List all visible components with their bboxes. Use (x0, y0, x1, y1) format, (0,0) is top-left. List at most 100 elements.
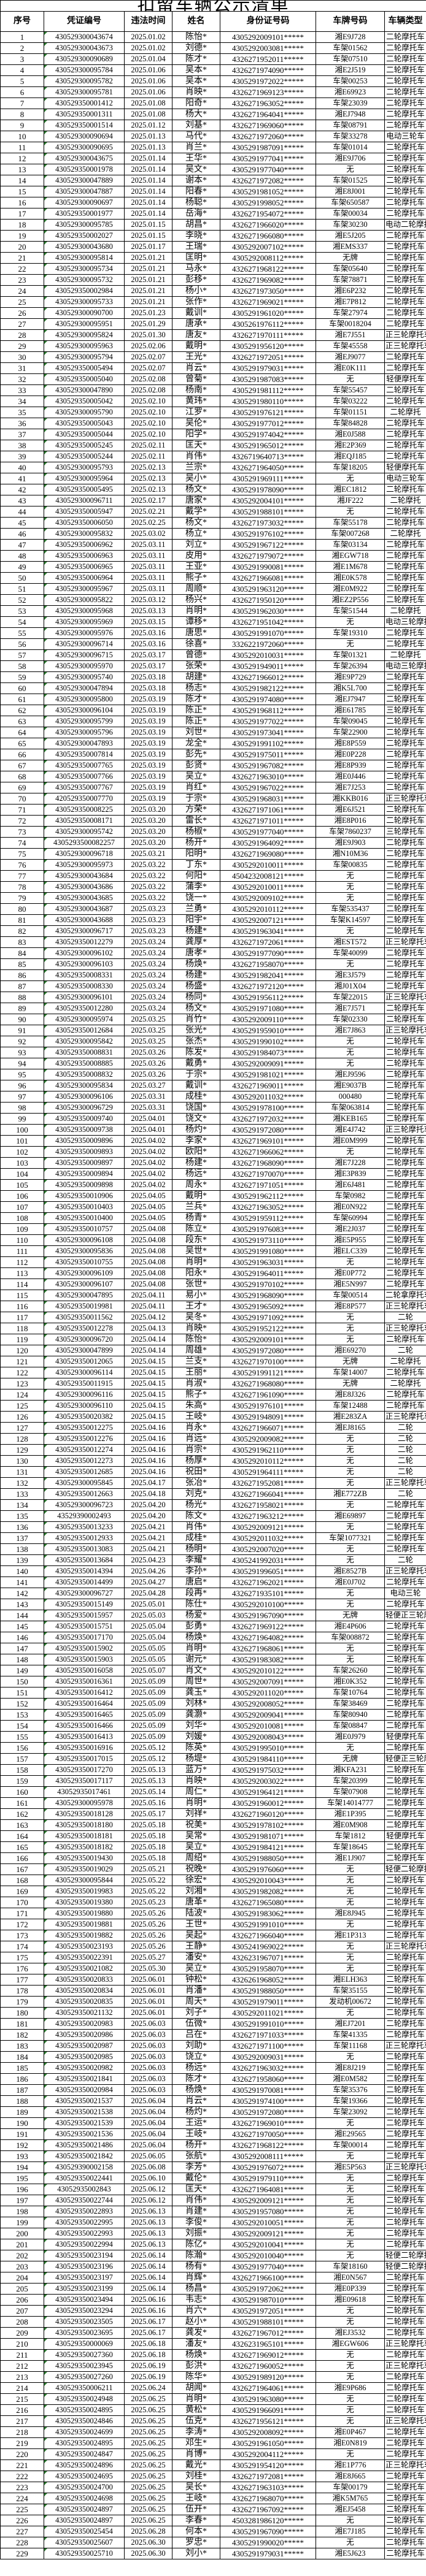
type-cell: 二轮摩托车 (384, 2327, 426, 2339)
id-cell: 4305291974080***** (220, 694, 316, 705)
voucher-cell: 430529300043674 (44, 31, 125, 43)
date-cell: 2025.01.17 (124, 241, 172, 253)
serial-cell: 120 (0, 1345, 44, 1356)
date-cell: 2025.05.03 (124, 1610, 172, 1621)
name-cell: 阳永* (172, 1267, 220, 1279)
name-cell: 周永* (172, 1179, 220, 1191)
type-cell: 二轮摩托车 (384, 2128, 426, 2140)
date-cell: 2025.03.20 (124, 804, 172, 816)
table-row: 139 430529350013684 2025.04.23 李耀* 430524199… (0, 1554, 426, 1566)
serial-cell: 181 (0, 2018, 44, 2030)
id-cell: 4305291952122***** (220, 1323, 316, 1334)
plate-cell: 湘E0J702 (316, 1577, 385, 1588)
serial-cell: 101 (0, 1135, 44, 1147)
serial-cell: 107 (0, 1201, 44, 1213)
name-cell: 肖兰* (172, 142, 220, 153)
table-row: 39 430529350005244 2025.02.11 肖伟* 4326719640… (0, 451, 426, 462)
name-cell: 陆波* (172, 1908, 220, 1919)
name-cell: 杨青* (172, 1212, 220, 1224)
plate-cell: 车架18160 (316, 2261, 385, 2272)
serial-cell: 66 (0, 749, 44, 760)
id-cell: 4326271960052***** (220, 2360, 316, 2372)
serial-cell: 204 (0, 2272, 44, 2284)
plate-cell: 无 (316, 1146, 385, 1158)
id-cell: 4305291978102***** (220, 1819, 316, 1831)
plate-cell: 湘E69897 (316, 1510, 385, 1522)
voucher-cell: 430529300043686 (44, 881, 125, 893)
name-cell: 于宗* (172, 793, 220, 805)
type-cell: 二轮摩托车 (384, 760, 426, 771)
id-cell: 4305292010112***** (220, 1455, 316, 1467)
date-cell: 2025.06.14 (124, 2261, 172, 2272)
id-cell: 4305291998052***** (220, 197, 316, 208)
plate-cell: 车架51544 (316, 605, 385, 617)
voucher-cell: 430529300095733 (44, 296, 125, 308)
plate-cell: 无 (316, 1323, 385, 1334)
serial-cell: 21 (0, 252, 44, 264)
table-row: 114 430529300096107 2025.04.08 张世* 430529197… (0, 1278, 426, 1290)
type-cell: 二轮摩托车 (384, 1687, 426, 1699)
voucher-cell: 430529300096107 (44, 1278, 125, 1290)
date-cell: 2025.04.16 (124, 1444, 172, 1456)
type-cell: 电动三轮摩托车 (384, 616, 426, 628)
plate-cell: 车架26394 (316, 660, 385, 672)
name-cell: 吕在* (172, 2029, 220, 2041)
voucher-cell: 430529300095785 (44, 219, 125, 231)
name-cell: 陈仕* (172, 1599, 220, 1610)
table-row: 56 430529300096714 2025.03.16 徐喜* 3326221972… (0, 638, 426, 650)
plate-cell: 无牌 (316, 1356, 385, 1367)
serial-cell: 203 (0, 2261, 44, 2272)
date-cell: 2025.03.19 (124, 782, 172, 793)
plate-cell: 车架07908 (316, 1786, 385, 1798)
plate-cell: 湘E9P686 (316, 2382, 385, 2394)
table-row: 189 430529350021538 2025.06.04 杨灼* 430529197… (0, 2106, 426, 2118)
serial-cell: 79 (0, 892, 44, 904)
id-cell: 4305291968112***** (220, 705, 316, 716)
name-cell: 杨焕* (172, 2349, 220, 2361)
name-cell: 刘德* (172, 42, 220, 54)
name-cell: 唐孝* (172, 947, 220, 959)
serial-cell: 205 (0, 2283, 44, 2295)
serial-cell: 197 (0, 2195, 44, 2206)
date-cell: 2025.02.08 (124, 384, 172, 396)
voucher-cell: 430529350009893 (44, 1146, 125, 1158)
plate-cell: 无 (316, 1897, 385, 1908)
voucher-cell: 430529350012685 (44, 1466, 125, 1478)
date-cell: 2025.04.08 (124, 1267, 172, 1279)
name-cell: 肖宗* (172, 1444, 220, 1456)
id-cell: 4326719640713***** (220, 451, 316, 462)
voucher-cell: 430529350007767 (44, 782, 125, 793)
type-cell: 二轮摩托车 (384, 815, 426, 827)
plate-cell: 车架00014 (316, 2139, 385, 2151)
serial-cell: 6 (0, 86, 44, 98)
serial-cell: 97 (0, 1091, 44, 1103)
name-cell: 吴本* (172, 75, 220, 87)
id-cell: 4305241992031***** (220, 1554, 316, 1566)
serial-cell: 3 (0, 53, 44, 65)
plate-cell: 无 (316, 870, 385, 882)
name-cell: 肖永* (172, 1422, 220, 1434)
voucher-cell: 430529300043684 (44, 870, 125, 882)
type-cell: 二轮摩托车 (384, 1102, 426, 1114)
type-cell: 二轮摩托车 (384, 120, 426, 131)
name-cell: 刘助* (172, 2040, 220, 2052)
voucher-cell: 430529300096711 (44, 495, 125, 506)
id-cell: 4326271969012***** (220, 2349, 316, 2361)
table-row: 65 430529300047893 2025.03.19 龙全* 4305291991… (0, 738, 426, 749)
id-cell: 4305292007020***** (220, 1543, 316, 1555)
table-row: 128 430529350012276 2025.04.16 肖远* 430529200… (0, 1433, 426, 1445)
voucher-cell: 430529300047899 (44, 1345, 125, 1356)
name-cell: 吴常* (172, 1830, 220, 1842)
type-cell: 正三轮摩托车 (384, 340, 426, 352)
serial-cell: 109 (0, 1223, 44, 1235)
id-cell: 4305291978100***** (220, 1102, 316, 1114)
id-cell: 4326271969122***** (220, 1621, 316, 1632)
voucher-cell: 430529350016058 (44, 1665, 125, 1676)
type-cell: 二轮摩托车 (384, 362, 426, 374)
id-cell: 4326271956121***** (220, 2415, 316, 2427)
name-cell: 罗忠* (172, 2537, 220, 2548)
id-cell: 4305291981052***** (220, 186, 316, 197)
type-cell: 二轮摩托车 (384, 1003, 426, 1014)
name-cell: 吴伦* (172, 418, 220, 429)
type-cell: 二轮 (384, 1488, 426, 1500)
